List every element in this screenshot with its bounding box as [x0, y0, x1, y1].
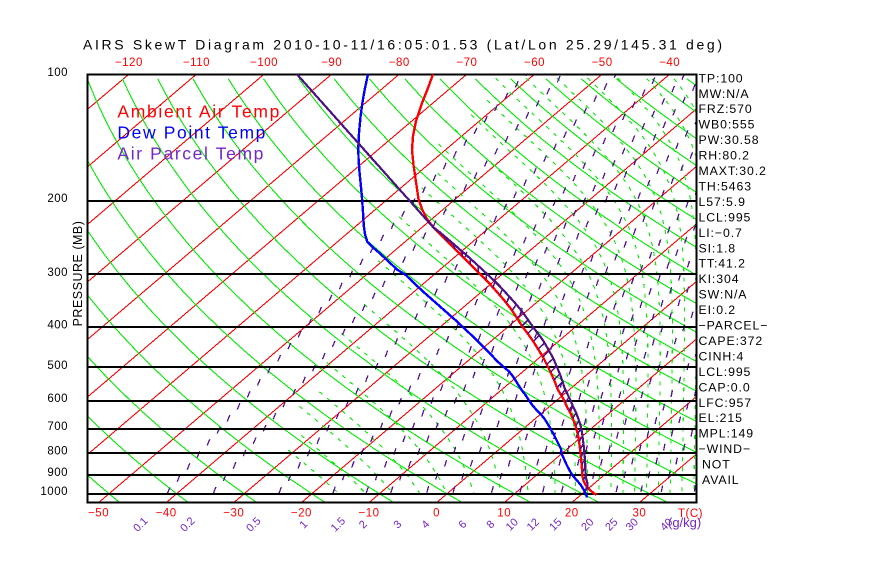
- svg-text:−110: −110: [183, 57, 210, 69]
- svg-text:LI:−0.7: LI:−0.7: [699, 226, 743, 240]
- svg-text:RH:80.2: RH:80.2: [699, 149, 750, 163]
- svg-text:100: 100: [47, 67, 68, 79]
- svg-text:600: 600: [47, 393, 68, 405]
- svg-text:LCL:995: LCL:995: [699, 210, 752, 224]
- svg-text:−40: −40: [659, 57, 680, 69]
- svg-text:300: 300: [47, 267, 68, 279]
- svg-text:20: 20: [565, 508, 579, 520]
- svg-text:−WIND−: −WIND−: [699, 442, 752, 456]
- svg-text:500: 500: [47, 360, 68, 372]
- svg-text:−30: −30: [223, 508, 244, 520]
- svg-text:200: 200: [47, 193, 68, 205]
- svg-text:−70: −70: [456, 57, 477, 69]
- svg-text:MW:N/A: MW:N/A: [699, 87, 750, 101]
- svg-text:30: 30: [633, 508, 647, 520]
- svg-text:TP:100: TP:100: [699, 71, 744, 85]
- svg-text:−40: −40: [156, 508, 177, 520]
- svg-text:AVAIL: AVAIL: [702, 473, 740, 487]
- svg-text:Air Parcel Temp: Air Parcel Temp: [117, 144, 263, 164]
- svg-text:Dew Point Temp: Dew Point Temp: [117, 123, 265, 143]
- svg-text:PW:30.58: PW:30.58: [699, 133, 760, 147]
- svg-text:LCL:995: LCL:995: [699, 365, 752, 379]
- svg-text:−50: −50: [88, 508, 109, 520]
- svg-text:−50: −50: [592, 57, 613, 69]
- svg-text:PRESSURE (MB): PRESSURE (MB): [71, 221, 85, 327]
- svg-text:TT:41.2: TT:41.2: [699, 257, 746, 271]
- svg-text:800: 800: [47, 446, 68, 458]
- svg-text:NOT: NOT: [702, 458, 731, 472]
- svg-text:MAXT:30.2: MAXT:30.2: [699, 164, 767, 178]
- svg-text:10: 10: [497, 508, 511, 520]
- svg-text:−60: −60: [524, 57, 545, 69]
- svg-text:SI:1.8: SI:1.8: [699, 241, 737, 255]
- svg-text:Ambient Air Temp: Ambient Air Temp: [117, 102, 279, 122]
- svg-text:LFC:957: LFC:957: [699, 396, 752, 410]
- svg-text:−20: −20: [291, 508, 312, 520]
- svg-text:400: 400: [47, 319, 68, 331]
- svg-text:−100: −100: [250, 57, 278, 69]
- svg-text:CAPE:372: CAPE:372: [699, 334, 764, 348]
- svg-text:KI:304: KI:304: [699, 272, 740, 286]
- svg-text:1000: 1000: [40, 486, 68, 498]
- svg-text:−90: −90: [321, 57, 342, 69]
- svg-text:−120: −120: [115, 57, 143, 69]
- svg-text:EL:215: EL:215: [699, 411, 743, 425]
- svg-text:TH:5463: TH:5463: [699, 179, 752, 193]
- svg-text:SW:N/A: SW:N/A: [699, 288, 748, 302]
- svg-text:MPL:149: MPL:149: [699, 427, 755, 441]
- svg-text:CAP:0.0: CAP:0.0: [699, 380, 751, 394]
- svg-text:(g/kg): (g/kg): [668, 515, 701, 530]
- svg-text:FRZ:570: FRZ:570: [699, 102, 753, 116]
- svg-text:−80: −80: [389, 57, 410, 69]
- svg-text:0: 0: [433, 508, 440, 520]
- svg-text:L57:5.9: L57:5.9: [699, 195, 746, 209]
- svg-text:WB0:555: WB0:555: [699, 118, 756, 132]
- svg-text:EI:0.2: EI:0.2: [699, 303, 737, 317]
- svg-text:−PARCEL−: −PARCEL−: [699, 319, 769, 333]
- svg-text:900: 900: [47, 467, 68, 479]
- svg-text:700: 700: [47, 421, 68, 433]
- svg-text:CINH:4: CINH:4: [699, 349, 745, 363]
- svg-text:−10: −10: [358, 508, 379, 520]
